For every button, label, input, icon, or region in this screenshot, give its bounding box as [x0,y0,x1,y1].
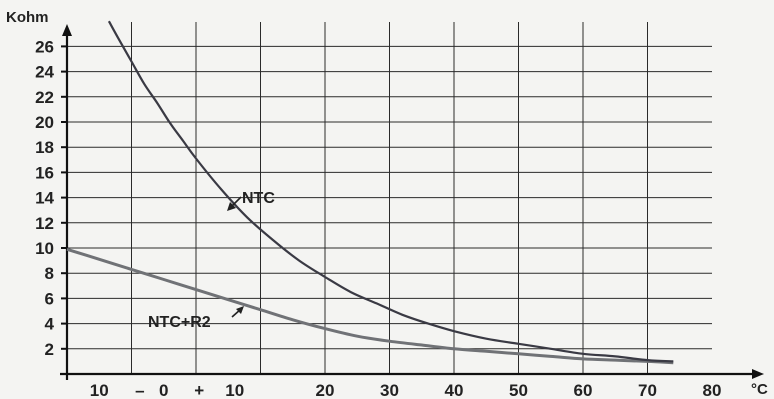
ntc-r2-annotation: NTC+R2 [148,306,244,331]
ntc-annotation-arrowhead [227,202,236,211]
x-tick-label: 70 [638,381,657,399]
x-axis-ticks: 10 –0 +10 20 30 40 50 60 70 80 [90,381,722,399]
x-tick-label: 60 [574,381,593,399]
ntc-label: NTC [242,190,275,207]
x-axis-arrow [752,369,764,379]
x-tick-label: 40 [445,381,464,399]
y-tick-label: 14 [35,189,54,208]
y-tick-label: 6 [45,289,54,308]
y-tick-label: 20 [35,113,54,132]
x-tick-label: 0 [159,381,168,399]
x-tick-label: + [194,381,204,399]
x-tick-label: 50 [509,381,528,399]
x-tick-label: 10 [225,381,244,399]
y-tick-label: 18 [35,138,54,157]
x-tick-label: 30 [380,381,399,399]
x-tick-label: – [135,381,144,399]
x-tick-label: 20 [316,381,335,399]
y-tick-label: 26 [35,37,54,56]
ntc-curve [107,20,674,363]
ntc-r2-label: NTC+R2 [148,314,211,331]
y-tick-label: 8 [45,264,54,283]
y-axis-unit-label: Kohm [6,9,49,26]
x-tick-label: 80 [703,381,722,399]
x-axis-unit-label: °C [751,381,768,398]
y-axis-arrow [62,24,72,36]
ntc-r2-annotation-arrowhead [236,306,244,314]
x-tick-label: 10 [90,381,109,399]
y-tick-label: 2 [45,340,54,359]
y-tick-label: 22 [35,88,54,107]
y-tick-label: 10 [35,239,54,258]
y-tick-label: 4 [45,315,55,334]
ntc-r2-curve [66,247,674,365]
horizontal-gridlines [67,45,712,350]
y-tick-label: 16 [35,163,54,182]
y-tick-label: 24 [35,63,54,82]
ntc-annotation: NTC [227,190,275,211]
y-tick-label: 12 [35,214,54,233]
